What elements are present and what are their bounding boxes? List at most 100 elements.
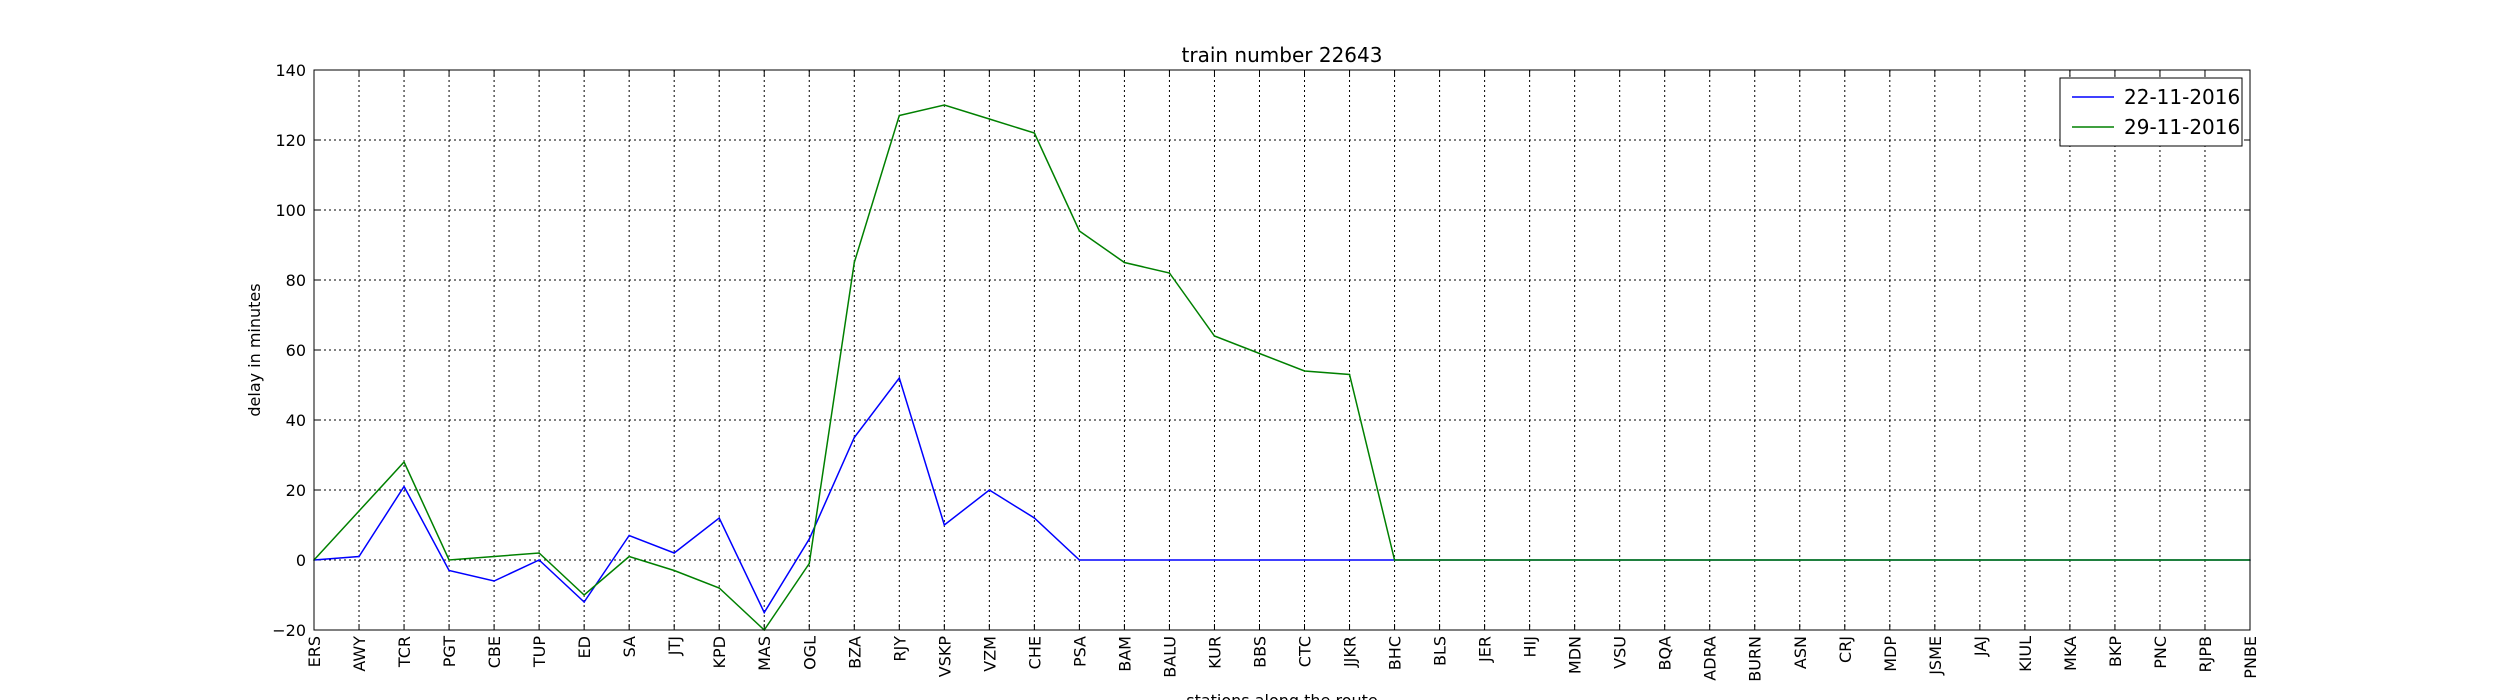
x-tick-label: PNC <box>2151 636 2170 669</box>
y-tick-label: 20 <box>286 481 306 500</box>
data-point <box>1303 559 1306 561</box>
x-tick-label: BURN <box>1746 636 1765 682</box>
x-tick-label: MDP <box>1881 636 1900 672</box>
data-point <box>1033 132 1036 134</box>
data-point <box>1483 559 1486 561</box>
y-tick-label: −20 <box>272 621 306 640</box>
x-tick-label: BQA <box>1656 636 1675 671</box>
data-point <box>538 559 540 561</box>
data-point <box>673 552 675 554</box>
data-point <box>1573 559 1576 561</box>
data-point <box>718 587 721 589</box>
data-point <box>538 552 540 554</box>
data-point <box>1213 335 1216 337</box>
x-tick-label: JSME <box>1926 636 1945 676</box>
data-point <box>1168 272 1171 274</box>
y-tick-label: 80 <box>286 271 306 290</box>
x-tick-label: MKA <box>2061 636 2080 671</box>
data-point <box>1753 559 1756 561</box>
grid <box>313 69 2251 631</box>
data-point <box>853 436 856 439</box>
x-tick-label: BALU <box>1160 636 1179 678</box>
data-point <box>943 524 946 526</box>
series-lines <box>313 104 2251 632</box>
x-tick-label: ASN <box>1791 636 1810 669</box>
data-point <box>988 118 991 120</box>
data-point <box>358 510 360 512</box>
data-point <box>493 580 495 582</box>
data-point <box>493 555 495 558</box>
x-tick-label: CBE <box>485 636 504 668</box>
data-point <box>1843 559 1846 561</box>
data-point <box>1033 517 1036 519</box>
data-point <box>1123 559 1126 561</box>
data-point <box>448 559 450 561</box>
series-line-2 <box>313 104 2250 632</box>
y-tick-label: 100 <box>275 201 306 220</box>
x-tick-label: BKP <box>2106 636 2125 667</box>
x-tick-label: AWY <box>350 636 369 672</box>
x-tick-label: OGL <box>800 636 819 670</box>
plot-frame <box>313 69 2251 631</box>
legend-box <box>2059 77 2243 147</box>
y-tick-label: 140 <box>275 61 306 80</box>
x-tick-label: PGT <box>440 636 459 667</box>
data-point <box>358 555 360 558</box>
data-point <box>2114 559 2116 561</box>
x-tick-label: SA <box>620 636 639 657</box>
x-tick-label: RJPB <box>2196 636 2215 672</box>
y-tick-label: 60 <box>286 341 306 360</box>
data-point <box>1348 373 1351 376</box>
data-point <box>898 377 901 379</box>
x-tick-label: VSU <box>1611 636 1630 669</box>
x-tick-label: BBS <box>1250 636 1269 668</box>
data-point <box>2024 559 2026 561</box>
x-tick-label: CHE <box>1025 636 1044 669</box>
data-point <box>1889 559 1891 561</box>
x-tick-label: VZM <box>980 636 999 672</box>
data-point <box>1934 559 1936 561</box>
x-tick-label: PSA <box>1070 636 1089 667</box>
x-tick-label: KIUL <box>2016 636 2035 672</box>
x-tick-label: BZA <box>845 636 864 669</box>
x-tick-label: TUP <box>530 636 549 668</box>
data-point <box>1393 559 1396 561</box>
data-point <box>1078 230 1081 232</box>
data-point <box>2204 559 2206 561</box>
data-point <box>448 569 450 572</box>
data-point <box>1348 559 1351 561</box>
data-point <box>988 489 991 491</box>
legend-entry-2: 29-11-2016 <box>2124 115 2240 139</box>
x-tick-label: MAS <box>755 636 774 671</box>
data-point <box>583 594 585 596</box>
data-point <box>1528 559 1531 561</box>
legend[interactable]: 22-11-2016 29-11-2016 <box>2059 77 2243 147</box>
legend-entry-1: 22-11-2016 <box>2124 85 2240 109</box>
y-tick-label: 0 <box>296 551 306 570</box>
data-point <box>1123 261 1126 264</box>
x-tick-label: KPD <box>710 636 729 668</box>
x-tick-label: HIJ <box>1521 636 1540 657</box>
data-point <box>1168 559 1171 561</box>
data-point <box>2069 559 2071 561</box>
data-point <box>1979 559 1981 561</box>
x-tick-label: JJKR <box>1341 636 1360 668</box>
x-tick-label: BAM <box>1115 636 1134 672</box>
x-axis-label: stations along the route <box>1186 691 1378 700</box>
y-tick-label: 120 <box>275 131 306 150</box>
data-point <box>943 104 946 106</box>
data-point <box>808 562 811 565</box>
x-tick-label: ADRA <box>1701 636 1720 681</box>
x-tick-label: PNBE <box>2241 636 2260 679</box>
data-point <box>2159 559 2161 561</box>
x-tick-label: TCR <box>395 636 414 668</box>
data-point <box>403 485 405 488</box>
data-point <box>1258 352 1261 355</box>
x-tick-label: CRJ <box>1836 636 1855 663</box>
data-point <box>763 611 766 614</box>
data-point <box>1438 559 1441 561</box>
x-tick-label: BHC <box>1386 636 1405 670</box>
data-point <box>583 601 585 603</box>
y-axis-ticks: −20 0 20 40 60 80 100 120 140 <box>272 61 2250 640</box>
